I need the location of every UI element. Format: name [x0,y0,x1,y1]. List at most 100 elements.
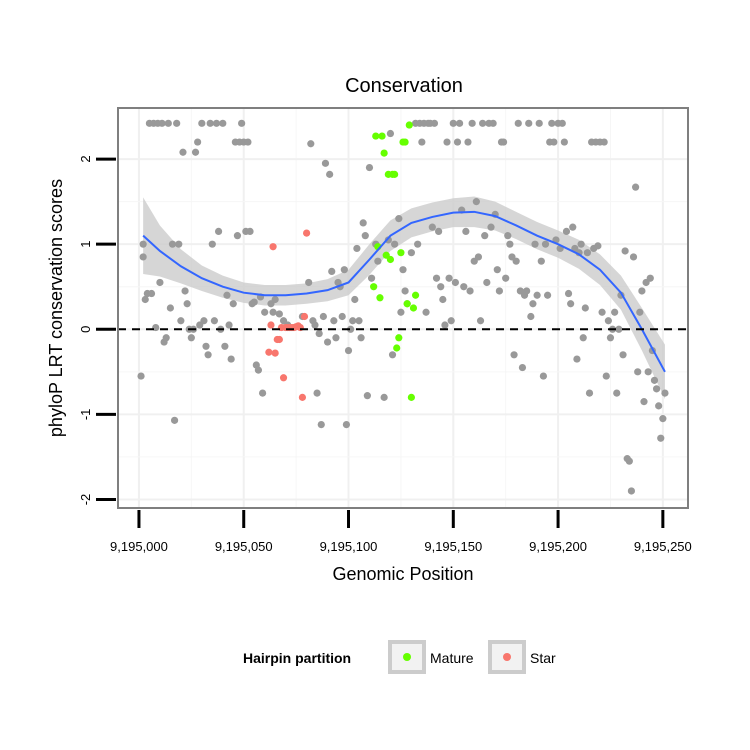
data-point-other [495,287,503,295]
data-point-other [344,346,353,355]
x-axis-ticks: 9,195,000 9,195,050 9,195,100 9,195,150 9,19… [110,510,692,554]
plot-panel [118,108,688,508]
data-point-other [139,240,147,248]
data-point-other [638,287,646,295]
data-point-other [357,334,365,342]
data-point-other [529,300,537,308]
data-point-other [464,138,472,146]
data-point-other [453,138,462,146]
data-point-other [548,119,556,127]
data-point-other [365,163,374,172]
data-point-other [512,257,520,265]
data-point-mature [405,121,413,129]
data-point-star [275,335,283,344]
data-point-other [581,304,589,312]
data-point-other [323,338,332,346]
data-point-other [613,389,621,397]
data-point-other [625,457,633,465]
data-point-other [166,304,174,312]
data-point-other [652,385,661,393]
data-point-other [518,363,527,372]
data-point-other [347,325,355,333]
data-point-mature [378,132,386,140]
x-tick-label: 9,195,250 [634,539,692,554]
data-point-other [537,257,545,265]
data-point-other [636,308,644,316]
data-point-other [321,159,330,167]
data-point-other [183,300,191,308]
data-point-other [489,119,497,127]
data-point-other [523,287,531,295]
data-point-other [514,119,522,127]
data-point-other [162,334,170,342]
data-point-other [422,308,430,316]
data-point-other [621,247,629,255]
data-point-other [430,119,439,127]
data-point-other [594,242,602,250]
data-point-other [246,227,254,236]
data-point-other [531,240,539,248]
data-point-other [476,317,485,325]
data-point-other [564,289,573,298]
data-point-other [539,372,548,380]
data-point-other [332,334,340,342]
data-point-other [655,402,663,410]
legend-dot-mature [403,653,411,661]
data-point-other [627,487,636,495]
data-point-other [460,283,468,291]
data-point-other [367,274,376,282]
data-point-other [472,198,480,206]
data-point-other [510,351,518,359]
data-point-mature [401,138,409,146]
y-tick-label: 0 [78,326,93,333]
data-point-mature [407,393,415,401]
data-point-star [267,321,275,329]
data-point-other [254,366,263,374]
data-point-other [317,420,325,429]
data-point-other [644,368,652,376]
data-point-other [650,376,659,384]
y-tick-label: -1 [78,409,93,421]
data-point-other [351,295,359,304]
data-point-other [449,119,457,127]
data-point-other [168,240,177,248]
y-tick-label: -2 [78,494,93,506]
data-point-other [223,291,231,299]
data-point-other [439,295,447,304]
data-point-other [374,257,382,265]
data-point-other [657,434,665,442]
data-point-other [502,274,510,282]
legend-title: Hairpin partition [243,650,351,666]
data-point-other [210,317,218,325]
data-point-other [233,232,242,240]
data-point-other [227,355,235,363]
data-point-other [558,119,566,127]
data-point-other [659,415,667,423]
data-point-other [646,274,654,282]
data-point-other [328,267,336,276]
data-point-other [661,389,669,397]
data-point-other [629,253,638,261]
data-point-other [474,253,483,261]
data-point-other [319,312,327,321]
data-point-other [194,138,202,146]
data-point-other [326,170,334,178]
y-axis-title: phyloP LRT conservation scores [46,179,66,437]
data-point-other [340,266,348,274]
data-point-other [569,223,577,231]
data-point-other [483,278,491,287]
data-point-other [177,317,185,325]
data-point-other [543,291,552,299]
data-point-other [634,368,642,376]
data-point-other [181,287,189,295]
data-point-other [577,240,585,248]
data-point-other [204,351,212,359]
data-point-other [606,334,615,342]
data-point-other [541,240,550,248]
data-point-other [573,355,581,363]
data-point-other [579,334,587,342]
data-point-other [342,420,351,429]
data-point-other [504,232,512,240]
data-point-other [212,119,221,127]
data-point-other [428,223,436,231]
